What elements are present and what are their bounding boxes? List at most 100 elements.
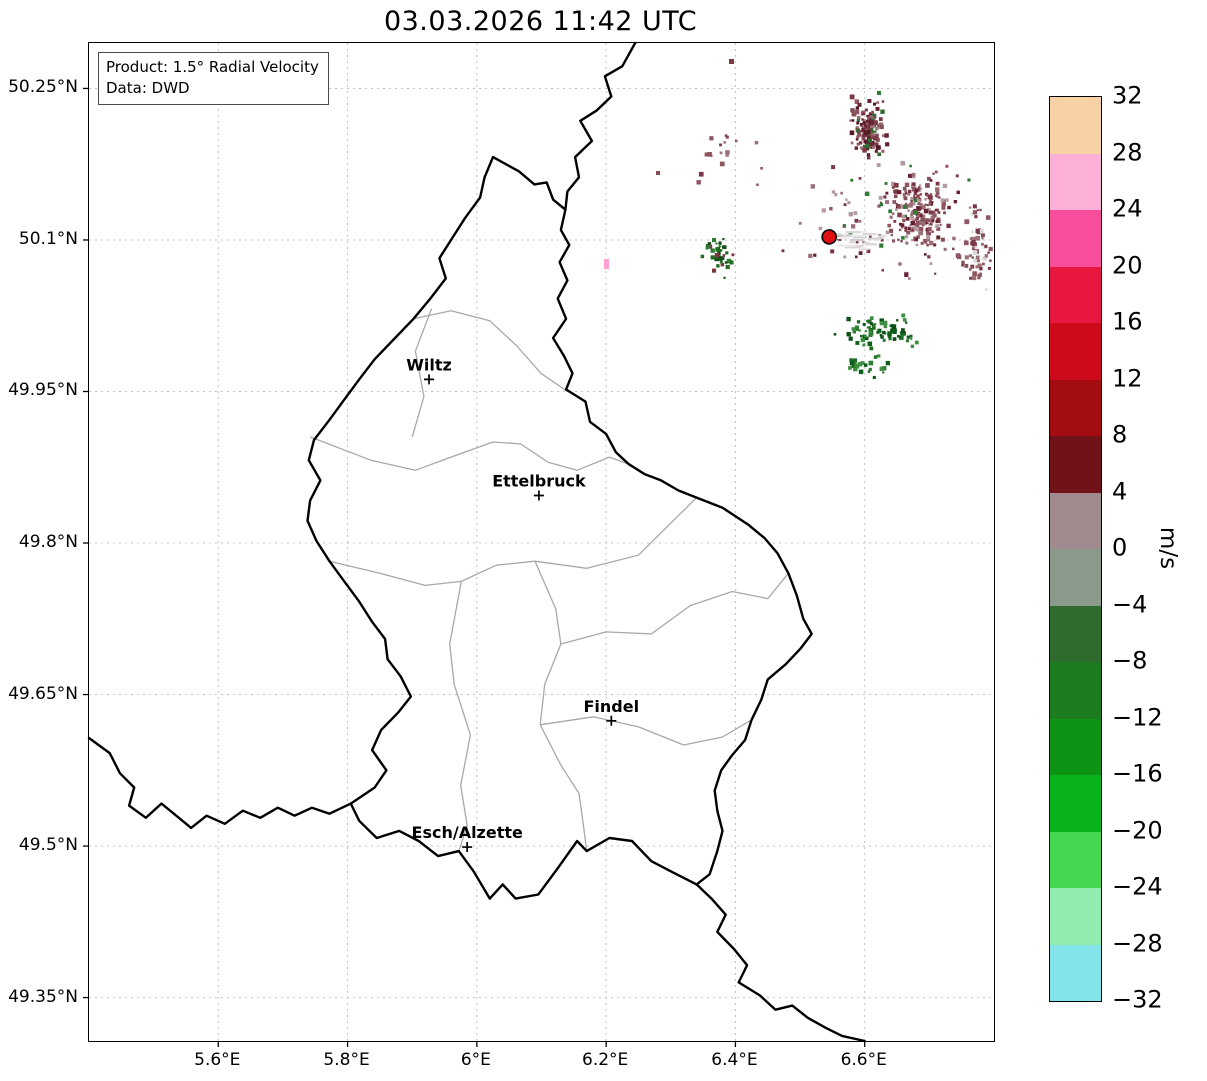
radar-echo-pixel: [848, 336, 853, 341]
radar-echo-pixel: [700, 254, 705, 259]
radar-echo-streak: [862, 233, 877, 236]
radar-echo-pixel: [853, 358, 857, 363]
radar-echo-pixel: [917, 202, 920, 206]
radar-echo-pixel: [910, 213, 913, 217]
radar-echo-pixel: [754, 140, 759, 145]
radar-echo-pixel: [902, 192, 906, 197]
radar-echo-pixel: [915, 243, 919, 247]
radar-echo-pixel: [935, 224, 939, 229]
radar-echo-pixel: [905, 321, 908, 324]
radar-echo-pixel: [906, 339, 910, 343]
radar-echo-pixel: [986, 215, 991, 220]
radar-echo-pixel: [972, 210, 978, 215]
radar-echo-pixel: [851, 327, 855, 331]
radar-echo-pixel: [969, 254, 973, 258]
radar-echo-pixel: [916, 194, 920, 198]
radar-echo-pixel: [853, 211, 858, 215]
radar-echo-pixel: [971, 240, 976, 245]
radar-echo-pixel: [884, 182, 888, 185]
radar-echo-pixel: [875, 355, 879, 358]
radar-echo-pixel: [869, 120, 874, 126]
radar-echo-pixel: [866, 114, 871, 119]
radar-echo-pixel: [872, 136, 878, 141]
radar-echo-pixel: [882, 366, 887, 371]
radar-echo-pixel: [864, 335, 867, 338]
radar-echo-pixel: [863, 144, 866, 148]
radar-echo-pixel: [860, 123, 863, 126]
radar-echo-pixel: [877, 328, 882, 333]
radar-echo-pixel: [904, 189, 908, 193]
radar-echo-pixel: [851, 111, 857, 117]
radar-echo-pixel: [940, 237, 945, 242]
radar-echo-pixel: [908, 189, 912, 194]
city-label: Wiltz: [406, 355, 452, 374]
radar-echo-pixel: [726, 258, 732, 264]
radar-echo-pixel: [971, 242, 976, 247]
radar-echo-pixel: [906, 335, 910, 339]
radar-echo-pixel: [833, 333, 837, 336]
radar-echo-pixel: [881, 134, 885, 137]
radar-echo-pixel: [887, 331, 892, 336]
radar-echo-pixel: [946, 223, 951, 229]
radar-echo-pixel: [934, 170, 938, 174]
radar-echo-streak: [849, 239, 864, 242]
radar-echo-pixel: [851, 224, 856, 229]
city-marker: [462, 842, 473, 853]
radar-echo-pixel: [964, 263, 969, 268]
radar-echo-pixel: [854, 146, 858, 150]
radar-echo-pixel: [865, 143, 871, 149]
radar-echo-pixel: [853, 366, 858, 372]
radar-echo-pixel: [604, 259, 609, 269]
radar-echo-pixel: [968, 206, 972, 209]
radar-echo-pixel: [940, 198, 945, 203]
radar-echo-pixel: [719, 260, 723, 264]
radar-echo-pixel: [934, 194, 938, 197]
radar-echo-pixel: [891, 186, 895, 189]
radar-echo-pixel: [867, 341, 873, 347]
radar-echo-pixel: [857, 115, 861, 120]
radar-echo-pixel: [971, 247, 975, 250]
radar-echo-pixel: [849, 360, 855, 366]
radar-echo-pixel: [849, 130, 855, 136]
radar-echo-pixel: [881, 100, 885, 103]
city-marker: [533, 490, 544, 501]
radar-echo-pixel: [866, 326, 870, 329]
radar-echo-pixel: [970, 212, 974, 216]
radar-echo-pixel: [874, 149, 878, 153]
radar-echo-pixel: [875, 145, 881, 150]
radar-echo-pixel: [848, 212, 853, 217]
radar-echo-pixel: [861, 124, 865, 128]
radar-echo-pixel: [977, 276, 981, 280]
radar-echo-pixel: [859, 141, 863, 145]
radar-echo-pixel: [862, 121, 866, 125]
radar-echo-pixel: [936, 235, 941, 240]
radar-echo-pixel: [867, 370, 871, 373]
radar-echo-pixel: [969, 276, 972, 280]
radar-echo-pixel: [863, 129, 867, 134]
radar-echo-pixel: [857, 132, 861, 137]
radar-echo-pixel: [854, 109, 860, 115]
radar-echo-pixel: [982, 256, 987, 261]
radar-echo-pixel: [731, 253, 735, 257]
radar-echo-pixel: [721, 257, 725, 260]
radar-echo-pixel: [821, 208, 826, 213]
radar-echo-pixel: [900, 223, 905, 227]
radar-echo-pixel: [874, 130, 877, 133]
radar-echo-pixel: [912, 183, 915, 186]
radar-echo-pixel: [911, 186, 917, 192]
radar-echo-pixel: [714, 256, 719, 262]
radar-echo-pixel: [909, 334, 913, 338]
radar-echo-pixel: [969, 268, 972, 271]
radar-echo-pixel: [935, 181, 940, 186]
x-tick-label: 6.6°E: [840, 1050, 887, 1070]
radar-echo-pixel: [910, 200, 913, 203]
radar-echo-streak: [834, 233, 842, 236]
radar-echo-pixel: [885, 191, 889, 195]
radar-echo-pixel: [935, 219, 939, 224]
radar-echo-pixel: [919, 193, 923, 196]
radar-echo-pixel: [696, 180, 701, 185]
radar-echo-pixel: [898, 262, 902, 266]
radar-echo-pixel: [874, 133, 879, 138]
radar-echo-pixel: [982, 262, 985, 266]
